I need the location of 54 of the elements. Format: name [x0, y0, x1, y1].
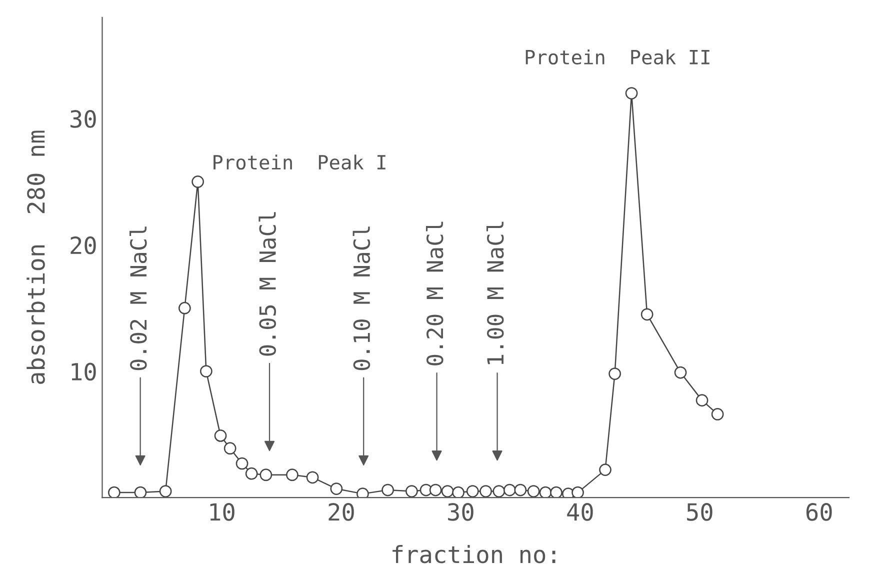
point: [466, 485, 479, 498]
point: [406, 485, 418, 498]
y-tick-label: 30: [70, 110, 96, 128]
point: [134, 486, 147, 498]
point: [608, 368, 621, 380]
x-tick-label: 40: [567, 503, 593, 521]
annotation: 0.10 M NaCl: [352, 226, 370, 370]
annotation: 0.20 M NaCl: [426, 222, 444, 366]
annotation: 0.05 M NaCl: [258, 212, 276, 356]
point: [674, 366, 687, 379]
point: [356, 488, 369, 498]
point: [452, 486, 464, 498]
point: [192, 176, 204, 188]
point: [539, 486, 552, 498]
x-tick-label: 30: [448, 503, 474, 521]
point: [514, 484, 527, 496]
point: [640, 308, 654, 321]
point: [200, 365, 212, 378]
point: [286, 468, 298, 482]
y-tick-label: 10: [72, 362, 96, 381]
x-axis-title: fraction no:: [392, 545, 556, 564]
point: [214, 430, 227, 442]
point: [503, 484, 516, 496]
x-tick-label: 50: [687, 503, 712, 521]
point: [330, 482, 343, 495]
point: [178, 302, 191, 314]
point: [527, 485, 540, 498]
point: [224, 442, 236, 455]
point: [306, 471, 319, 484]
point: [260, 468, 272, 482]
annotation: Protein Peak II: [526, 49, 710, 65]
x-tick-label: 20: [328, 503, 354, 521]
point: [480, 485, 492, 498]
point: [429, 484, 442, 496]
x-tick-label: 10: [210, 503, 234, 521]
point: [236, 457, 248, 470]
annotation: 1.00 M NaCl: [486, 222, 504, 364]
point: [108, 486, 120, 498]
annotation: Protein Peak I: [214, 154, 386, 170]
point: [711, 408, 724, 420]
y-tick-label: 20: [70, 236, 96, 254]
point: [382, 484, 394, 496]
point: [441, 485, 454, 498]
y-axis-title: absorbtion 280 nm: [26, 130, 45, 384]
point: [245, 467, 258, 480]
point: [696, 394, 708, 406]
point: [625, 87, 638, 100]
point: [492, 485, 506, 498]
point: [159, 485, 172, 498]
point: [550, 486, 562, 498]
point: [599, 464, 612, 476]
x-tick-label: 60: [806, 503, 832, 521]
annotation: 0.02 M NaCl: [130, 226, 147, 370]
point: [572, 486, 584, 498]
